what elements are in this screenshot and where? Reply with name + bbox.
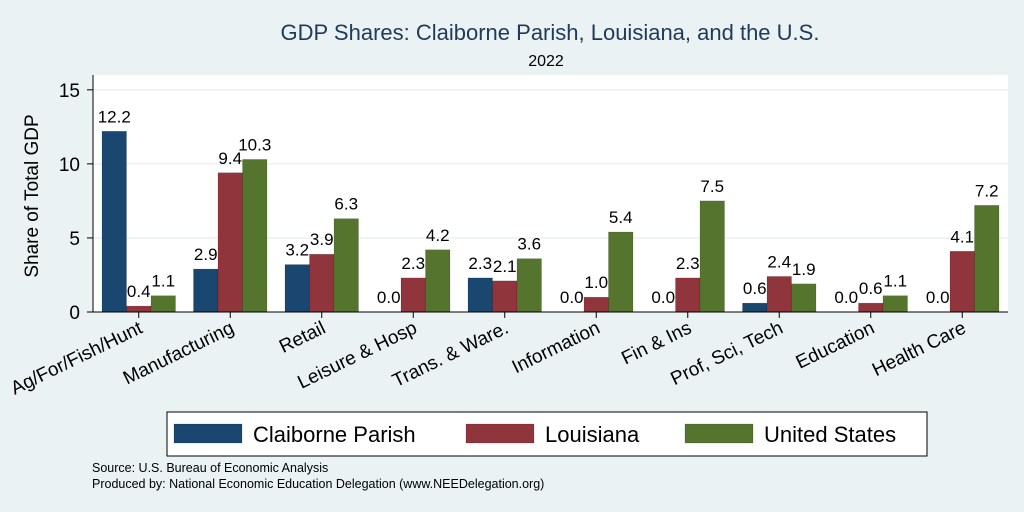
- bar: [608, 231, 634, 313]
- bar: [766, 276, 792, 313]
- data-label: 10.3: [238, 135, 271, 154]
- data-label: 3.2: [285, 241, 309, 260]
- bar: [467, 277, 493, 313]
- legend: Claiborne Parish Louisiana United States: [166, 411, 928, 457]
- bar: [400, 277, 426, 313]
- bar: [193, 268, 219, 313]
- bar: [492, 280, 518, 313]
- data-label: 2.3: [676, 254, 700, 273]
- bar: [791, 283, 817, 313]
- bar: [882, 295, 908, 313]
- bar: [333, 218, 359, 313]
- bar: [742, 302, 768, 313]
- data-label: 0.0: [834, 288, 858, 307]
- y-axis-label: Share of Total GDP: [22, 114, 43, 277]
- legend-label: Louisiana: [545, 422, 640, 447]
- bar: [949, 251, 975, 313]
- data-label: 3.9: [310, 230, 334, 249]
- data-label: 12.2: [98, 107, 131, 126]
- bar: [309, 253, 335, 313]
- bar: [675, 277, 701, 313]
- data-label: 0.0: [377, 288, 401, 307]
- chart-subtitle: 2022: [528, 53, 564, 70]
- data-label: 7.2: [975, 181, 999, 200]
- data-label: 2.4: [767, 252, 791, 271]
- data-label: 1.1: [883, 272, 907, 291]
- bar: [242, 159, 268, 313]
- data-label: 0.0: [651, 288, 675, 307]
- bar: [699, 200, 725, 313]
- y-tick-label: 5: [69, 229, 80, 250]
- data-label: 9.4: [218, 149, 242, 168]
- data-label: 0.4: [127, 282, 151, 301]
- y-tick-label: 15: [59, 81, 80, 102]
- data-label: 2.3: [468, 254, 492, 273]
- data-label-group: 12.20.41.12.99.410.33.23.96.30.02.34.22.…: [98, 107, 999, 307]
- bar: [150, 295, 176, 313]
- legend-label: United States: [764, 422, 896, 447]
- legend-swatch: [684, 423, 754, 444]
- bar: [583, 296, 609, 313]
- bar: [974, 205, 1000, 313]
- category-label: Health Care: [869, 318, 969, 381]
- bar: [516, 258, 542, 313]
- y-tick-label: 10: [59, 155, 80, 176]
- data-label: 6.3: [334, 195, 358, 214]
- bar-group: [101, 131, 1000, 313]
- data-label: 4.2: [426, 226, 450, 245]
- category-label: Education: [793, 318, 878, 374]
- data-label: 0.0: [926, 288, 950, 307]
- legend-label: Claiborne Parish: [253, 422, 416, 447]
- data-label: 0.6: [743, 279, 767, 298]
- data-label: 1.1: [151, 272, 175, 291]
- data-label: 1.9: [792, 260, 816, 279]
- produced-by-line: Produced by: National Economic Education…: [92, 477, 544, 491]
- data-label: 3.6: [517, 235, 541, 254]
- bar: [858, 302, 884, 313]
- source-line: Source: U.S. Bureau of Economic Analysis: [92, 461, 328, 475]
- data-label: 5.4: [609, 208, 633, 227]
- bar: [126, 305, 152, 313]
- chart-title: GDP Shares: Claiborne Parish, Louisiana,…: [281, 20, 820, 45]
- bar: [425, 249, 451, 313]
- data-label: 1.0: [584, 273, 608, 292]
- data-label: 2.3: [401, 254, 425, 273]
- bar: [101, 131, 127, 313]
- legend-swatch: [173, 423, 243, 444]
- category-label: Retail: [276, 318, 329, 358]
- data-label: 2.9: [194, 245, 218, 264]
- data-label: 0.0: [560, 288, 584, 307]
- legend-box: [166, 411, 928, 457]
- category-label: Ag/For/Fish/Hunt: [8, 317, 147, 399]
- data-label: 4.1: [950, 227, 974, 246]
- legend-swatch: [465, 423, 535, 444]
- bar: [217, 172, 243, 313]
- data-label: 2.1: [493, 257, 517, 276]
- category-label: Fin & Ins: [618, 318, 695, 370]
- y-axis-ticks: 0 5 10 15: [59, 81, 93, 324]
- bar: [284, 264, 310, 313]
- category-label: Information: [509, 318, 604, 379]
- data-label: 0.6: [859, 279, 883, 298]
- data-label: 7.5: [700, 177, 724, 196]
- y-tick-label: 0: [69, 303, 80, 324]
